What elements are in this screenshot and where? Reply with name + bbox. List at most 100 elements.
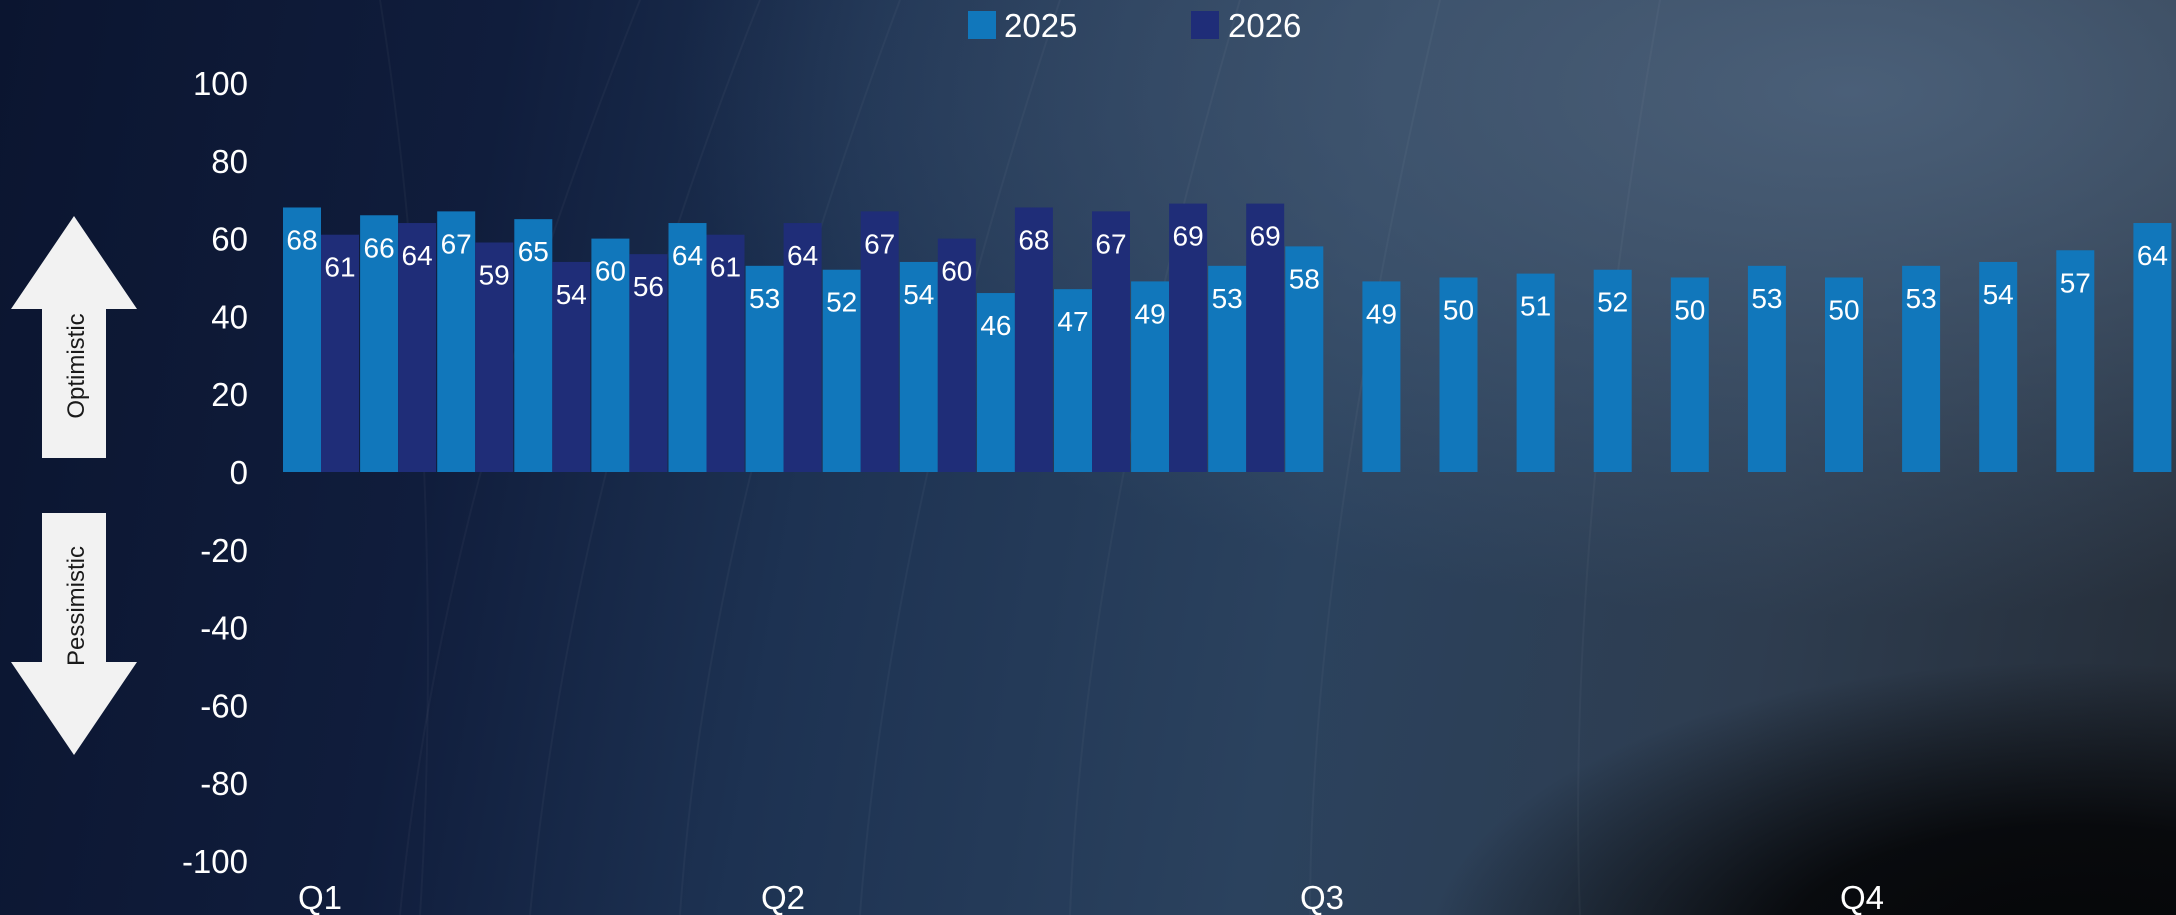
y-tick-label: -100 — [182, 843, 248, 880]
y-tick-label: 100 — [193, 65, 248, 102]
bar-2025-label: 49 — [1135, 298, 1166, 329]
quarter-label: Q2 — [761, 879, 805, 915]
bar-2026 — [1014, 207, 1053, 473]
bar-2025 — [1902, 265, 1941, 472]
bar-2026 — [860, 211, 899, 472]
y-tick-label: -40 — [200, 610, 248, 647]
bar-2025 — [514, 219, 553, 472]
bar-2026 — [475, 242, 514, 472]
up-arrow-icon — [11, 216, 137, 458]
bar-2025 — [1131, 281, 1170, 472]
bar-2025 — [1825, 277, 1863, 472]
bar-2025-label: 54 — [903, 279, 934, 310]
bar-2025 — [1747, 265, 1786, 472]
y-tick-label: 80 — [211, 143, 248, 180]
bar-2025-label: 47 — [1057, 306, 1088, 337]
bar-2025 — [822, 269, 861, 472]
bar-2025-label: 53 — [1906, 283, 1937, 314]
bar-2026 — [321, 234, 359, 472]
down-arrow-icon — [11, 513, 137, 755]
bar-2025-label: 68 — [286, 224, 317, 255]
quarter-labels: Q1 Q2 Q3 Q4 — [298, 879, 1884, 915]
bar-2025-label: 50 — [1828, 295, 1859, 326]
bar-2025-label: 49 — [1366, 298, 1397, 329]
bar-2025-label: 52 — [826, 287, 857, 318]
y-tick-label: -20 — [200, 532, 248, 569]
bar-2025-label: 53 — [1212, 283, 1243, 314]
bar-2025-label: 57 — [2060, 267, 2091, 298]
bar-2026 — [629, 254, 668, 472]
bar-2026-label: 56 — [633, 271, 664, 302]
bar-2025 — [976, 293, 1015, 472]
bar-2026 — [552, 261, 591, 472]
bar-2025 — [1208, 265, 1247, 472]
series-2026 — [321, 203, 1285, 473]
bar-2026-label: 60 — [941, 256, 972, 287]
optimistic-label: Optimistic — [63, 313, 90, 418]
bar-2026 — [706, 234, 745, 472]
bar-2025-label: 54 — [1983, 279, 2014, 310]
bar-2025-label: 60 — [595, 256, 626, 287]
y-tick-label: 20 — [211, 376, 248, 413]
bar-2025-label: 46 — [980, 310, 1011, 341]
bar-2026 — [1246, 203, 1285, 472]
bar-2025 — [668, 223, 707, 472]
bar-2025 — [745, 265, 784, 472]
bar-2025 — [899, 261, 938, 472]
y-tick-label: 60 — [211, 221, 248, 258]
bar-2025 — [1285, 246, 1324, 472]
bar-2026 — [398, 223, 437, 472]
bar-2025 — [1362, 281, 1401, 472]
quarter-label: Q4 — [1840, 879, 1884, 915]
y-tick-label: -80 — [200, 765, 248, 802]
bar-2025-label: 53 — [1751, 283, 1782, 314]
bar-2026-label: 69 — [1250, 221, 1281, 252]
bar-2025-label: 51 — [1520, 291, 1551, 322]
bar-2025 — [2056, 250, 2095, 472]
bar-2025 — [1054, 289, 1092, 472]
quarter-label: Q1 — [298, 879, 342, 915]
bar-2025 — [2133, 223, 2172, 472]
bar-2026-label: 59 — [479, 259, 510, 290]
bar-2026 — [937, 238, 976, 472]
bar-2026-label: 54 — [556, 279, 587, 310]
bar-2025-label: 67 — [441, 228, 472, 259]
bar-2026-label: 68 — [1018, 224, 1049, 255]
bar-2026-label: 64 — [787, 240, 818, 271]
y-tick-label: 40 — [211, 298, 248, 335]
bar-2026 — [1092, 211, 1130, 472]
y-tick-label: 0 — [230, 454, 248, 491]
legend-label-2026: 2026 — [1228, 7, 1301, 44]
optimistic-arrow: Optimistic — [11, 216, 137, 458]
bar-2026-label: 61 — [324, 252, 355, 283]
legend: 2025 2026 — [968, 7, 1301, 44]
bar-2026 — [1169, 203, 1208, 472]
bar-2025 — [1593, 269, 1632, 472]
bar-2025-label: 66 — [364, 232, 395, 263]
bar-2026-label: 61 — [710, 252, 741, 283]
y-axis: 100 80 60 40 20 0 -20 -40 -60 -80 -100 — [182, 65, 248, 880]
bar-2025 — [360, 215, 399, 472]
bar-2025 — [1670, 277, 1709, 472]
bar-2026-label: 64 — [402, 240, 433, 271]
pessimistic-label: Pessimistic — [63, 546, 90, 666]
bar-2025-label: 52 — [1597, 287, 1628, 318]
legend-swatch-2025 — [968, 11, 996, 39]
y-tick-label: -60 — [200, 687, 248, 724]
bar-2025-label: 64 — [2137, 240, 2168, 271]
bar-2026-label: 69 — [1173, 221, 1204, 252]
bar-2025 — [1516, 273, 1555, 472]
bar-2025 — [283, 207, 321, 473]
legend-swatch-2026 — [1191, 11, 1219, 39]
bar-2025-label: 50 — [1443, 295, 1474, 326]
bar-2026-label: 67 — [864, 228, 895, 259]
quarter-label: Q3 — [1300, 879, 1344, 915]
bar-2025-label: 65 — [518, 236, 549, 267]
bar-2025-label: 50 — [1674, 295, 1705, 326]
bar-2026-label: 67 — [1095, 228, 1126, 259]
bar-2025-label: 53 — [749, 283, 780, 314]
bar-2025 — [437, 211, 476, 472]
legend-label-2025: 2025 — [1004, 7, 1077, 44]
